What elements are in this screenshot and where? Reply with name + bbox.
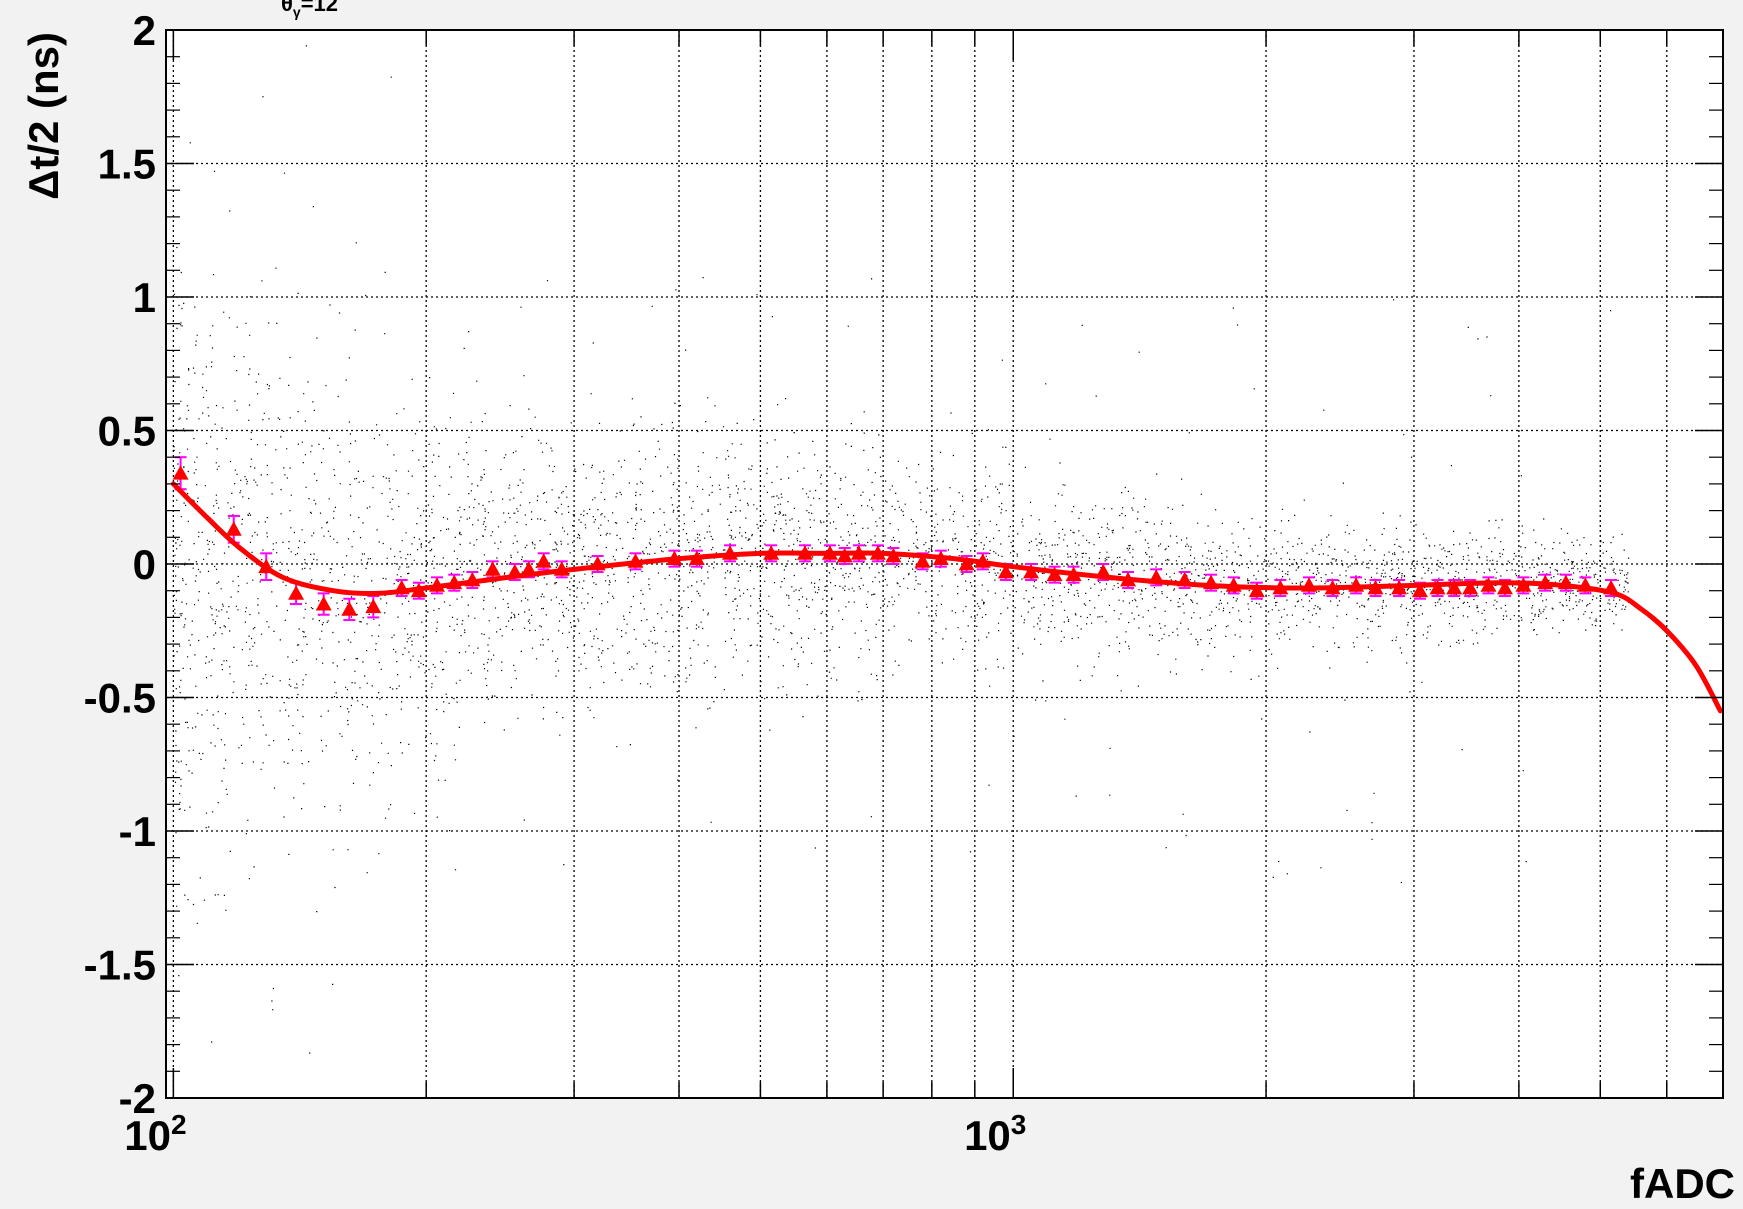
x-axis-title: fADC bbox=[1630, 1160, 1735, 1207]
fit-line bbox=[170, 481, 1723, 714]
profile-marker bbox=[172, 465, 189, 480]
y-tick-label: 1 bbox=[133, 274, 156, 321]
profile-marker bbox=[1446, 580, 1463, 595]
profile-marker bbox=[914, 553, 931, 568]
corner-label-value: =12 bbox=[301, 0, 338, 16]
y-tick-label: -1.5 bbox=[84, 942, 156, 989]
profile-marker bbox=[997, 564, 1014, 579]
profile-marker bbox=[288, 585, 305, 600]
y-axis-title: Δt/2 (ns) bbox=[20, 32, 67, 200]
corner-label-subscript: γ bbox=[293, 4, 301, 20]
profile-marker bbox=[225, 521, 242, 536]
x-tick-label: 103 bbox=[964, 1109, 1026, 1159]
corner-label: θγ=12 bbox=[281, 0, 338, 20]
y-tick-label: -1 bbox=[119, 808, 156, 855]
profile-marker bbox=[484, 561, 501, 576]
y-tick-label: -2 bbox=[119, 1075, 156, 1122]
x-tick-labels: 102 103 bbox=[124, 1109, 1026, 1159]
profile-marker bbox=[315, 596, 332, 611]
profile-marker bbox=[1411, 582, 1428, 598]
fit-curve bbox=[170, 481, 1723, 714]
profile-marker bbox=[1429, 580, 1446, 595]
profile-marker bbox=[1496, 580, 1513, 595]
axis-ticks bbox=[166, 29, 1724, 1099]
x-tick-label: 102 bbox=[124, 1109, 186, 1159]
profile-marker bbox=[341, 601, 358, 616]
profile-marker bbox=[958, 556, 975, 571]
y-tick-label: -0.5 bbox=[84, 675, 156, 722]
y-tick-label: 1.5 bbox=[98, 141, 156, 188]
y-tick-label: 0.5 bbox=[98, 408, 156, 455]
corner-label-symbol: θ bbox=[281, 0, 293, 16]
profile-marker bbox=[365, 598, 382, 614]
y-tick-labels: 2 1.5 1 0.5 0 -0.5 -1 -1.5 -2 bbox=[84, 7, 156, 1122]
y-tick-label: 2 bbox=[133, 7, 156, 54]
y-tick-label: 0 bbox=[133, 541, 156, 588]
profile-marker bbox=[1462, 580, 1479, 595]
profile-marker bbox=[535, 553, 552, 568]
